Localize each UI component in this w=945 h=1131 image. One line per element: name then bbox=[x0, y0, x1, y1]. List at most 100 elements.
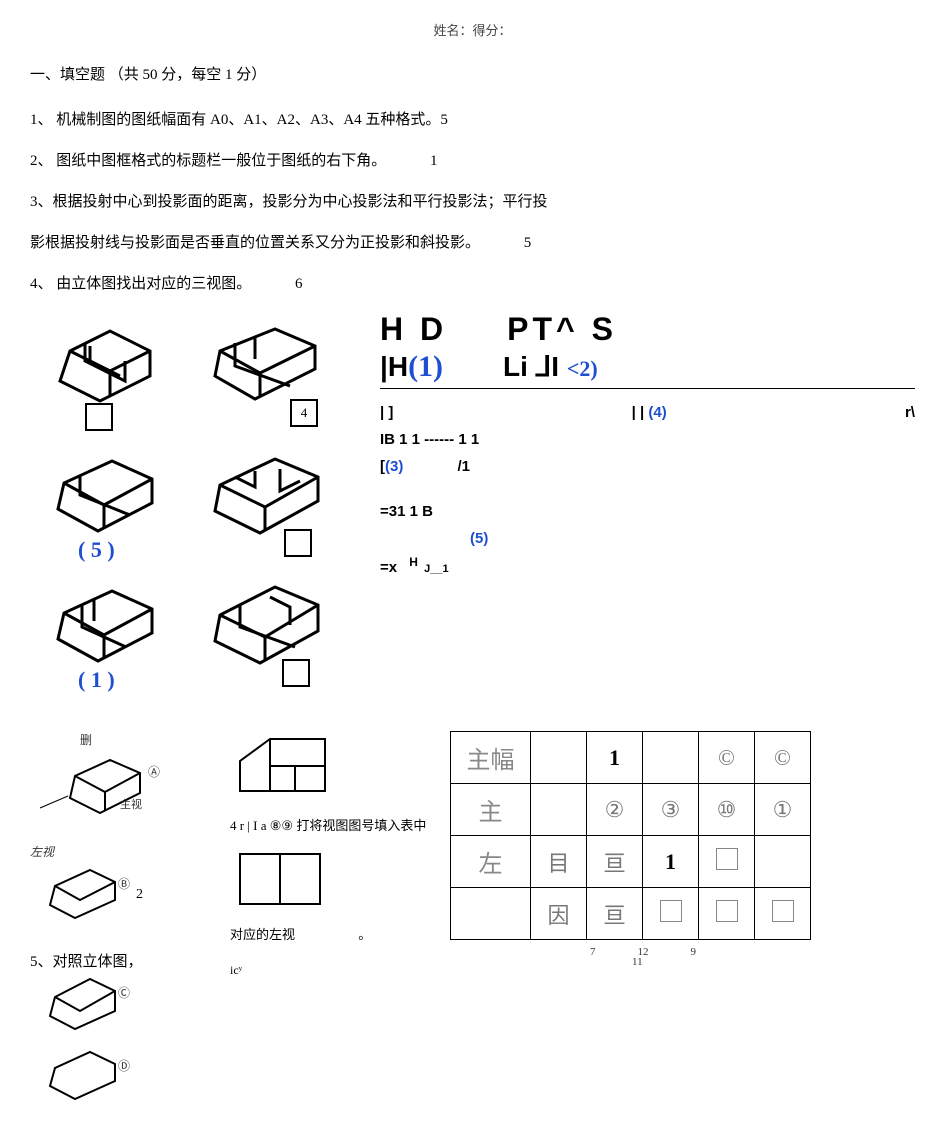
cell bbox=[755, 836, 811, 888]
answer-box-6[interactable] bbox=[282, 659, 310, 687]
q5-iso-a: Ⓐ 主视 bbox=[30, 748, 190, 838]
question-4-score: 6 bbox=[295, 276, 303, 292]
cell bbox=[531, 732, 587, 784]
cell: 因 bbox=[531, 888, 587, 940]
rp-hr bbox=[380, 388, 915, 389]
iso-shape-6 bbox=[200, 581, 330, 681]
q5-ortho-1 bbox=[230, 731, 340, 801]
rp-hd: H D bbox=[380, 311, 447, 348]
rp-l7: =31 1 B bbox=[380, 498, 915, 525]
question-3-score: 5 bbox=[524, 235, 532, 251]
tiny-nums-2: 11 bbox=[590, 956, 811, 968]
q5-text-a: 5、对照立体图， bbox=[30, 950, 143, 971]
cell: ⑩ bbox=[699, 784, 755, 836]
cell: 亘 bbox=[587, 888, 643, 940]
question-1: 1、 机械制图的图纸幅面有 A0、A1、A2、A3、A4 五种格式。5 bbox=[30, 104, 915, 137]
cell bbox=[755, 888, 811, 940]
q4-right-panel: H D PT^ S |H(1) Li ⅃I <2) | ] | | (4) r\… bbox=[360, 311, 915, 691]
question-3-line2: 影根据投射线与投影面是否垂直的位置关系又分为正投影和斜投影。 5 bbox=[30, 227, 915, 260]
rp-small-block: | ] | | (4) r\ IB 1 1 ------ 1 1 [(3) /1… bbox=[380, 399, 915, 581]
q5-num2: 2 bbox=[136, 887, 143, 903]
cell: 1 bbox=[587, 732, 643, 784]
rp-h2a: |H bbox=[380, 351, 408, 382]
rp-row1: H D PT^ S bbox=[380, 311, 915, 348]
rp-l3: IB 1 1 ------ 1 1 bbox=[380, 426, 915, 453]
cell: 主幅 bbox=[451, 732, 531, 784]
iso-cell-6 bbox=[190, 571, 340, 691]
q5-iso-b: Ⓑ bbox=[30, 860, 130, 930]
q5-del-label: 删 bbox=[80, 731, 210, 748]
q4-container: 4 ( 5 ) bbox=[30, 311, 915, 691]
rp-blue-4: (4) bbox=[648, 404, 666, 421]
iso-cell-3: ( 5 ) bbox=[30, 441, 180, 561]
svg-text:Ⓑ: Ⓑ bbox=[118, 877, 130, 891]
rp-blue-5: (5) bbox=[470, 530, 488, 547]
q5-left: 删 Ⓐ 主视 左视 Ⓑ 2 5、对照立体图， Ⓒ Ⓓ bbox=[30, 731, 210, 1111]
table-row: 主幅 1 © © bbox=[451, 732, 811, 784]
cell bbox=[699, 888, 755, 940]
answer-table: 主幅 1 © © 主 ② ③ ⑩ ① 左 目 亘 1 bbox=[450, 731, 811, 940]
svg-text:Ⓐ: Ⓐ bbox=[148, 765, 160, 779]
iso-cell-1 bbox=[30, 311, 180, 431]
table-row: 主 ② ③ ⑩ ① bbox=[451, 784, 811, 836]
question-4: 4、 由立体图找出对应的三视图。 6 bbox=[30, 268, 915, 301]
table-row: 左 目 亘 1 bbox=[451, 836, 811, 888]
rp-l9a: =x bbox=[380, 559, 397, 576]
paren-3: ( 5 ) bbox=[78, 537, 115, 563]
tn-2: 9 bbox=[691, 946, 697, 958]
cell: ② bbox=[587, 784, 643, 836]
answer-box-4[interactable] bbox=[284, 529, 312, 557]
tn-0: 7 bbox=[590, 946, 596, 958]
rp-l1: | | bbox=[632, 404, 649, 421]
rp-l11: H bbox=[409, 555, 418, 569]
cell: © bbox=[699, 732, 755, 784]
iso-shape-5 bbox=[40, 581, 170, 681]
q5-ortho-2 bbox=[230, 844, 330, 914]
cell: ③ bbox=[643, 784, 699, 836]
question-3-line1: 3、根据投射中心到投影面的距离，投影分为中心投影法和平行投影法；平行投 bbox=[30, 186, 915, 219]
q5-mid: 4 r | I a ⑧⑨ 打将视图图号填入表中 对应的左视 。 icʸ bbox=[230, 731, 430, 978]
iso-grid: 4 ( 5 ) bbox=[30, 311, 340, 691]
rp-blue-3: (3) bbox=[385, 458, 403, 475]
cell bbox=[643, 888, 699, 940]
answer-box-1[interactable] bbox=[85, 403, 113, 431]
question-4-text: 4、 由立体图找出对应的三视图。 bbox=[30, 276, 251, 292]
question-3-line2-text: 影根据投射线与投影面是否垂直的位置关系又分为正投影和斜投影。 bbox=[30, 235, 480, 251]
question-2-score: 1 bbox=[430, 153, 438, 169]
svg-text:Ⓓ: Ⓓ bbox=[118, 1059, 130, 1073]
q5-mid-text: 4 r | I a ⑧⑨ 打将视图图号填入表中 bbox=[230, 815, 430, 834]
answer-box-2[interactable]: 4 bbox=[290, 399, 318, 427]
rp-h2c: Li ⅃I bbox=[503, 351, 559, 382]
paren-5: ( 1 ) bbox=[78, 667, 115, 693]
cell: 主 bbox=[451, 784, 531, 836]
rp-blue-2: <2) bbox=[567, 356, 598, 381]
iso-cell-2: 4 bbox=[190, 311, 340, 431]
rp-pts: PT^ S bbox=[507, 311, 617, 348]
rp-l0: | ] bbox=[380, 399, 393, 426]
cell: 亘 bbox=[587, 836, 643, 888]
rp-blue-1: (1) bbox=[408, 350, 443, 383]
tn2-1: 11 bbox=[632, 956, 643, 968]
iso-shape-3 bbox=[40, 451, 170, 551]
cell: 左 bbox=[451, 836, 531, 888]
rp-l6: /1 bbox=[458, 458, 471, 475]
section-1-title: 一、填空题 （共 50 分，每空 1 分） bbox=[30, 63, 915, 84]
svg-text:Ⓒ: Ⓒ bbox=[118, 986, 130, 1000]
q5-right: 主幅 1 © © 主 ② ③ ⑩ ① 左 目 亘 1 bbox=[450, 731, 811, 968]
rp-row2: |H(1) Li ⅃I <2) bbox=[380, 350, 915, 384]
rp-rslash: r\ bbox=[905, 399, 915, 426]
q5-icy: icʸ bbox=[230, 963, 430, 978]
table-row: 因 亘 bbox=[451, 888, 811, 940]
cell bbox=[643, 732, 699, 784]
cell: ① bbox=[755, 784, 811, 836]
q5-iso-d: Ⓓ bbox=[30, 1046, 130, 1106]
cell: © bbox=[755, 732, 811, 784]
cell bbox=[451, 888, 531, 940]
header-name-score: 姓名：得分： bbox=[30, 20, 915, 39]
q5-container: 删 Ⓐ 主视 左视 Ⓑ 2 5、对照立体图， Ⓒ Ⓓ bbox=[30, 731, 915, 1111]
rp-l9b: J__1 bbox=[424, 563, 448, 575]
cell bbox=[699, 836, 755, 888]
iso-cell-4 bbox=[190, 441, 340, 561]
cell bbox=[531, 784, 587, 836]
cell: 目 bbox=[531, 836, 587, 888]
